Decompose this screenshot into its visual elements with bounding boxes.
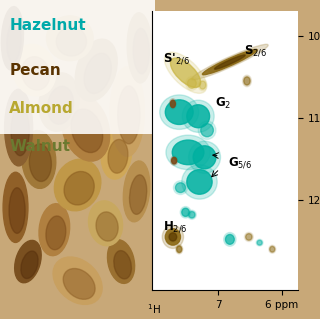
Ellipse shape [1,7,23,70]
Ellipse shape [225,234,234,244]
Ellipse shape [22,57,50,90]
Text: Almond: Almond [9,101,74,116]
Ellipse shape [160,95,199,130]
Ellipse shape [187,170,212,194]
Ellipse shape [170,100,175,108]
Ellipse shape [189,211,195,218]
Text: Hazelnut: Hazelnut [9,18,86,33]
Ellipse shape [108,240,135,283]
Ellipse shape [11,106,29,156]
Ellipse shape [208,52,252,72]
Ellipse shape [89,201,123,246]
Ellipse shape [173,181,188,195]
Ellipse shape [187,105,210,128]
Ellipse shape [176,245,183,254]
Ellipse shape [3,172,28,242]
Ellipse shape [257,240,262,245]
Text: $^1$H: $^1$H [147,303,161,316]
Ellipse shape [64,172,94,205]
Ellipse shape [127,13,152,83]
Ellipse shape [244,77,250,85]
Ellipse shape [177,246,182,253]
Ellipse shape [39,73,79,131]
Text: G$_2$: G$_2$ [215,96,231,111]
Ellipse shape [180,206,191,218]
Ellipse shape [29,144,52,182]
Ellipse shape [61,94,110,161]
Ellipse shape [256,239,263,246]
Ellipse shape [246,234,252,240]
Ellipse shape [114,251,132,279]
Ellipse shape [46,216,66,250]
Ellipse shape [203,49,257,75]
Ellipse shape [123,161,150,222]
Text: S$_{2/6}$: S$_{2/6}$ [244,43,267,58]
Ellipse shape [84,53,111,93]
Ellipse shape [182,165,217,199]
Ellipse shape [53,257,102,304]
Ellipse shape [47,16,93,61]
Ellipse shape [133,28,149,74]
Ellipse shape [188,141,220,174]
Ellipse shape [224,233,236,246]
Ellipse shape [47,86,74,124]
Ellipse shape [22,130,56,189]
Ellipse shape [56,27,86,56]
Ellipse shape [182,208,189,216]
Ellipse shape [7,21,21,62]
Ellipse shape [110,67,144,156]
Ellipse shape [9,188,25,234]
Ellipse shape [198,121,216,139]
Text: H$_{2/6}$: H$_{2/6}$ [163,219,188,234]
Ellipse shape [169,99,176,109]
Text: S'$_{2/6}$: S'$_{2/6}$ [163,51,190,66]
Ellipse shape [130,175,147,214]
Ellipse shape [199,81,206,89]
Ellipse shape [193,146,216,169]
Ellipse shape [188,210,196,219]
Ellipse shape [63,269,95,299]
Ellipse shape [243,75,252,87]
Ellipse shape [12,44,56,96]
Ellipse shape [172,140,204,165]
Ellipse shape [54,159,101,211]
Ellipse shape [118,86,140,144]
Ellipse shape [172,157,177,164]
Ellipse shape [75,39,117,101]
Ellipse shape [175,183,186,193]
Ellipse shape [171,156,178,165]
Ellipse shape [162,226,184,249]
Ellipse shape [201,124,213,137]
Ellipse shape [214,55,245,69]
Ellipse shape [15,241,41,283]
FancyBboxPatch shape [0,0,155,134]
Text: Walnut: Walnut [9,139,70,154]
Ellipse shape [171,58,201,87]
Ellipse shape [164,52,207,93]
Ellipse shape [270,246,275,252]
Ellipse shape [182,100,214,132]
Ellipse shape [21,251,38,278]
Ellipse shape [166,135,210,170]
Ellipse shape [39,204,70,256]
Ellipse shape [96,212,118,241]
Text: Pecan: Pecan [9,63,61,78]
Ellipse shape [244,232,253,241]
Ellipse shape [191,44,268,80]
Ellipse shape [108,139,128,173]
Ellipse shape [198,79,207,91]
Ellipse shape [165,100,193,124]
Ellipse shape [188,78,196,88]
Ellipse shape [169,233,177,241]
Ellipse shape [71,109,103,152]
Text: G$_{5/6}$: G$_{5/6}$ [228,156,252,170]
Ellipse shape [168,231,178,243]
Ellipse shape [101,127,132,179]
Ellipse shape [269,245,276,253]
Ellipse shape [165,229,180,245]
Ellipse shape [186,77,198,90]
Ellipse shape [5,89,33,166]
